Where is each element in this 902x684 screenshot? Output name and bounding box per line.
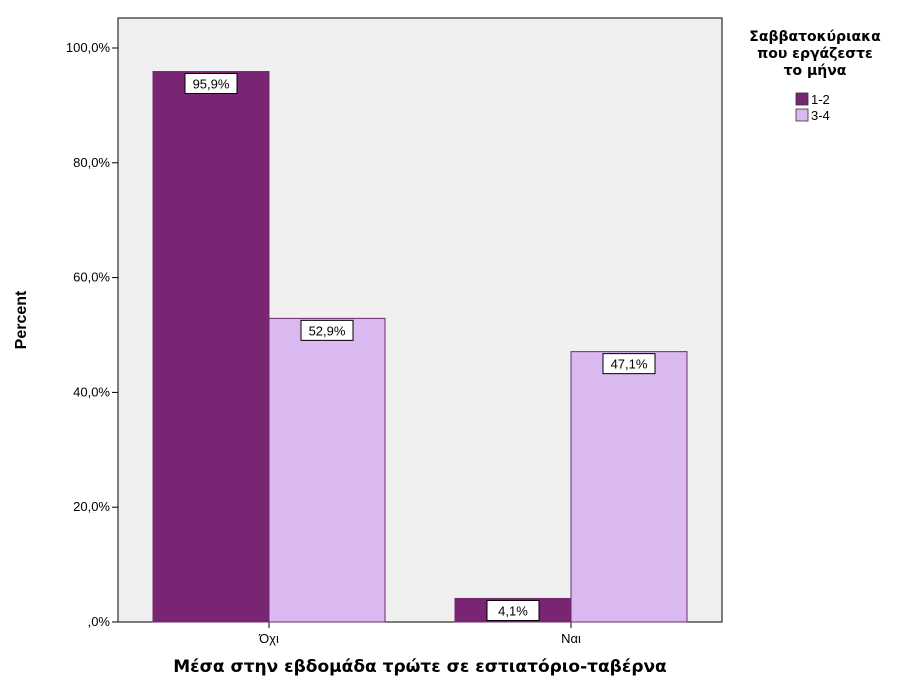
y-axis-title: Percent — [13, 290, 30, 349]
data-label: 4,1% — [498, 603, 528, 618]
legend-title-line-1: Σαββατοκύριακα — [749, 29, 881, 45]
data-label-box — [184, 73, 238, 95]
y-tick-label: 40,0% — [73, 384, 110, 399]
y-tick-label: 20,0% — [73, 499, 110, 514]
bar-1-2-ochi — [152, 71, 270, 623]
bars — [152, 71, 688, 623]
data-label: 47,1% — [611, 357, 648, 372]
y-axis: ,0% 20,0% 40,0% 60,0% 80,0% 100,0% — [66, 40, 118, 629]
data-label-box — [602, 353, 656, 375]
y-tick-label: 60,0% — [73, 270, 110, 285]
legend-label-1-2: 1-2 — [811, 92, 830, 107]
legend-label-3-4: 3-4 — [811, 108, 830, 123]
legend-title-line-3: το μήνα — [784, 63, 847, 79]
y-tick-label: ,0% — [88, 614, 111, 629]
x-axis-title: Μέσα στην εβδομάδα τρώτε σε εστιατόριο-τ… — [173, 657, 667, 677]
data-labels: 95,9% 52,9% 4,1% 47,1% — [184, 73, 656, 621]
y-tick-label: 80,0% — [73, 155, 110, 170]
data-label: 52,9% — [309, 323, 346, 338]
data-label-box — [486, 599, 540, 621]
legend: Σαββατοκύριακα που εργάζεστε το μήνα 1-2… — [749, 29, 881, 123]
legend-swatch-3-4 — [795, 108, 809, 122]
x-tick-label: Ναι — [561, 631, 581, 646]
legend-title-line-2: που εργάζεστε — [757, 46, 873, 62]
bar-3-4-ochi — [268, 317, 386, 623]
y-tick-label: 100,0% — [66, 40, 111, 55]
legend-swatch-1-2 — [795, 92, 809, 106]
data-label-box — [300, 319, 354, 341]
data-label: 95,9% — [193, 77, 230, 92]
x-axis: Όχι Ναι — [258, 622, 581, 646]
bar-3-4-nai — [570, 351, 688, 623]
x-tick-label: Όχι — [258, 631, 279, 646]
